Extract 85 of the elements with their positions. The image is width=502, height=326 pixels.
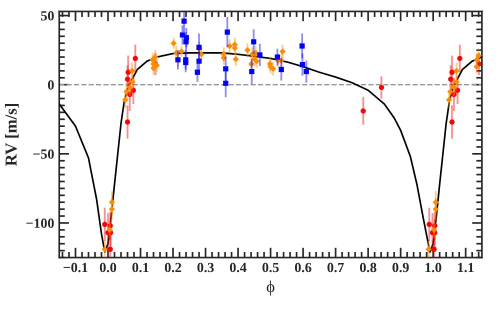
y-tick-label: 0 — [48, 80, 54, 90]
point — [280, 48, 286, 55]
point — [124, 119, 130, 125]
point — [447, 88, 454, 95]
point — [432, 206, 439, 212]
x-tick-label: 0.2 — [164, 262, 182, 272]
point — [106, 226, 113, 233]
point — [300, 62, 306, 68]
point — [108, 223, 113, 228]
point — [223, 66, 228, 72]
x-tick-label: 0.7 — [327, 262, 344, 272]
point — [152, 54, 158, 60]
x-tick-label: −0.1 — [64, 262, 88, 272]
point — [196, 58, 202, 64]
point — [449, 70, 455, 75]
point — [108, 206, 116, 212]
y-tick-label: −100 — [26, 218, 54, 228]
point — [476, 52, 482, 59]
point — [453, 68, 460, 74]
point — [102, 222, 108, 227]
point — [431, 226, 438, 233]
point — [278, 66, 284, 72]
point — [244, 47, 251, 54]
point — [226, 42, 233, 50]
point — [129, 78, 136, 86]
point — [173, 50, 180, 56]
point — [183, 39, 189, 44]
y-tick-label: −50 — [33, 149, 54, 159]
point — [251, 39, 256, 44]
point — [432, 246, 437, 252]
point — [300, 43, 305, 49]
point — [132, 56, 138, 62]
point — [474, 56, 480, 63]
point — [170, 40, 177, 46]
x-tick-label: 0.4 — [230, 262, 246, 272]
point — [224, 30, 230, 35]
point — [123, 88, 130, 95]
point — [426, 222, 432, 227]
point — [457, 56, 462, 62]
point — [124, 76, 130, 82]
point — [451, 92, 457, 97]
point — [304, 68, 309, 74]
point — [450, 84, 458, 91]
point — [446, 96, 452, 104]
point — [425, 246, 432, 252]
point — [274, 54, 280, 60]
x-tick-label: 0.6 — [294, 262, 312, 272]
point — [194, 70, 200, 75]
x-tick-label: 0.9 — [392, 262, 409, 272]
point — [453, 78, 460, 86]
x-tick-label: 0.0 — [100, 262, 116, 272]
point — [454, 88, 460, 93]
point — [432, 199, 439, 206]
x-tick-label: 0.5 — [262, 262, 279, 272]
point — [181, 18, 187, 24]
point — [126, 84, 133, 91]
x-tick-label: 1.0 — [426, 262, 442, 272]
point — [248, 60, 254, 68]
point — [432, 223, 438, 228]
point — [474, 64, 480, 70]
y-axis-title: RV [m/s] — [4, 104, 19, 166]
point — [378, 84, 384, 90]
point — [127, 92, 132, 97]
point — [183, 60, 188, 66]
point — [108, 199, 116, 206]
point — [448, 76, 454, 82]
x-tick-label: 1.1 — [458, 262, 474, 272]
y-tick-label: 50 — [41, 11, 54, 21]
point — [257, 52, 262, 58]
x-tick-label: 0.8 — [360, 262, 376, 272]
point — [130, 88, 136, 93]
point — [360, 108, 366, 114]
point — [122, 96, 128, 104]
point — [178, 48, 185, 55]
point — [449, 119, 455, 125]
x-tick-label: 0.3 — [197, 262, 214, 272]
x-tick-label: 0.1 — [132, 262, 148, 272]
point — [232, 56, 239, 62]
point — [249, 68, 254, 74]
point — [223, 80, 228, 86]
point — [102, 246, 108, 252]
point — [198, 51, 204, 58]
point — [108, 246, 113, 252]
point — [128, 68, 136, 74]
x-axis-title: ϕ — [266, 280, 274, 296]
